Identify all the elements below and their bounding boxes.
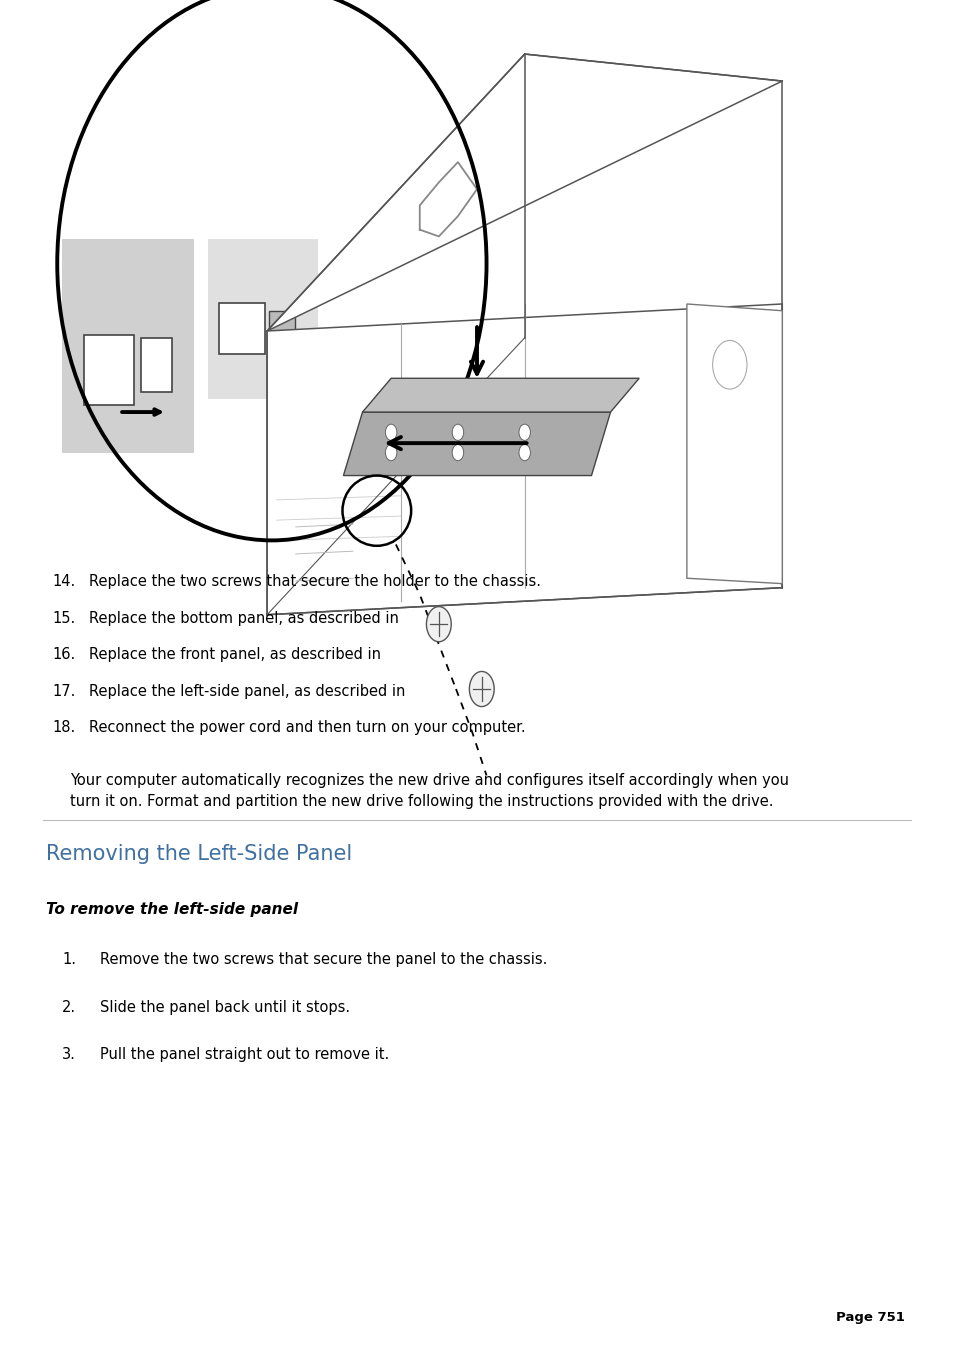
Text: Replace the two screws that secure the holder to the chassis.: Replace the two screws that secure the h… <box>89 574 540 589</box>
Circle shape <box>385 444 396 461</box>
FancyBboxPatch shape <box>208 239 317 399</box>
Text: Remove the two screws that secure the panel to the chassis.: Remove the two screws that secure the pa… <box>100 952 547 967</box>
FancyBboxPatch shape <box>62 239 193 453</box>
Polygon shape <box>267 54 781 331</box>
Text: 14.: 14. <box>52 574 75 589</box>
Text: To remove the left-side panel: To remove the left-side panel <box>46 902 297 917</box>
Circle shape <box>469 671 494 707</box>
Circle shape <box>518 424 530 440</box>
Text: Your computer automatically recognizes the new drive and configures itself accor: Your computer automatically recognizes t… <box>70 773 788 809</box>
Polygon shape <box>343 412 610 476</box>
Circle shape <box>452 424 463 440</box>
Circle shape <box>426 607 451 642</box>
Text: 1.: 1. <box>62 952 76 967</box>
Text: 18.: 18. <box>52 720 75 735</box>
Text: Replace the left-side panel, as described in: Replace the left-side panel, as describe… <box>89 684 409 698</box>
Text: Slide the panel back until it stops.: Slide the panel back until it stops. <box>100 1000 350 1015</box>
Text: Pull the panel straight out to remove it.: Pull the panel straight out to remove it… <box>100 1047 389 1062</box>
Polygon shape <box>267 304 781 615</box>
Text: 2.: 2. <box>62 1000 76 1015</box>
Circle shape <box>452 444 463 461</box>
Text: 3.: 3. <box>62 1047 76 1062</box>
Polygon shape <box>686 304 781 584</box>
Text: Replace the front panel, as described in: Replace the front panel, as described in <box>89 647 385 662</box>
Circle shape <box>518 444 530 461</box>
Text: Replace the bottom panel, as described in: Replace the bottom panel, as described i… <box>89 611 403 626</box>
Text: Removing the Left-Side Panel: Removing the Left-Side Panel <box>46 844 352 865</box>
FancyBboxPatch shape <box>84 335 133 405</box>
Text: Page 751: Page 751 <box>835 1310 903 1324</box>
Text: 15.: 15. <box>52 611 75 626</box>
Polygon shape <box>362 378 639 412</box>
Text: 17.: 17. <box>52 684 76 698</box>
FancyBboxPatch shape <box>141 338 172 392</box>
Text: Reconnect the power cord and then turn on your computer.: Reconnect the power cord and then turn o… <box>89 720 525 735</box>
FancyBboxPatch shape <box>269 311 294 349</box>
Text: 16.: 16. <box>52 647 75 662</box>
Circle shape <box>385 424 396 440</box>
FancyBboxPatch shape <box>219 303 265 354</box>
